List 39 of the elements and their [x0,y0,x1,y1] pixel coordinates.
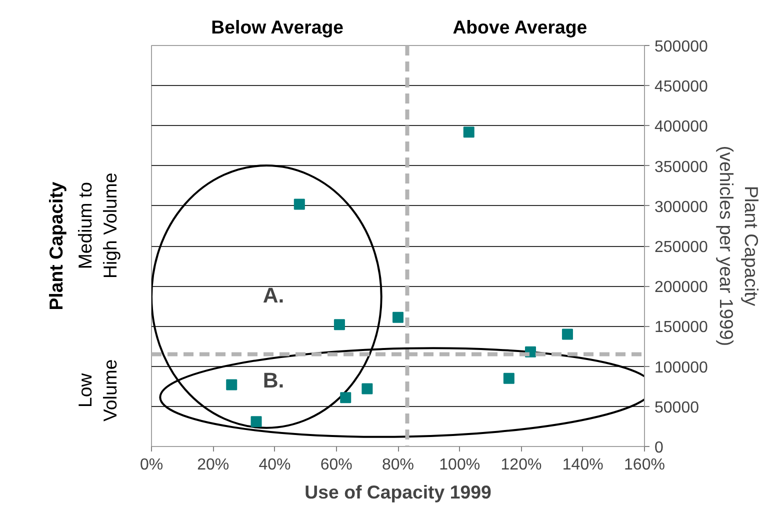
y-tick-label: 450000 [654,78,708,96]
x-tick-label: 20% [197,456,230,474]
x-tick-label: 120% [500,456,542,474]
point [250,416,262,428]
point [392,312,404,323]
x-tick-label: 160% [624,456,665,474]
text: Plant Capacity [45,181,66,310]
y-axis-title: Plant Capacity (vehicles per year 1999) [716,146,762,346]
x-tick-label: 100% [439,456,480,474]
point [362,383,373,394]
point [294,198,305,210]
annotation: B. [262,368,284,392]
point [340,392,352,404]
y-tick-label: 150000 [654,319,708,336]
x-axis-title: Use of Capacity 1999 [304,482,492,502]
x-tick-label: 140% [562,456,604,474]
point [226,379,238,390]
x-tick-label: 40% [258,456,291,474]
annotation: A. [262,284,284,308]
point [562,328,573,340]
point [334,319,345,330]
x-tick-label: 0% [140,456,164,474]
text: Below Average [211,16,344,38]
point [463,126,474,138]
text: Medium to High Volume [74,172,120,278]
y-tick-label: 500000 [654,38,708,56]
x-tick-label: 80% [382,456,414,474]
x-tick-label: 60% [320,456,352,474]
y-tick-label: 250000 [654,239,708,256]
point [503,372,514,384]
y-tick-label: 400000 [654,118,708,136]
text: Low Volume [74,359,120,422]
y-tick-label: 300000 [654,198,708,216]
text: Above Average [452,16,588,38]
y-tick-label: 200000 [654,279,708,296]
y-tick-label: 50000 [654,399,700,416]
y-tick-label: 0 [654,440,664,456]
y-tick-label: 350000 [654,158,708,176]
y-tick-label: 100000 [654,359,708,376]
